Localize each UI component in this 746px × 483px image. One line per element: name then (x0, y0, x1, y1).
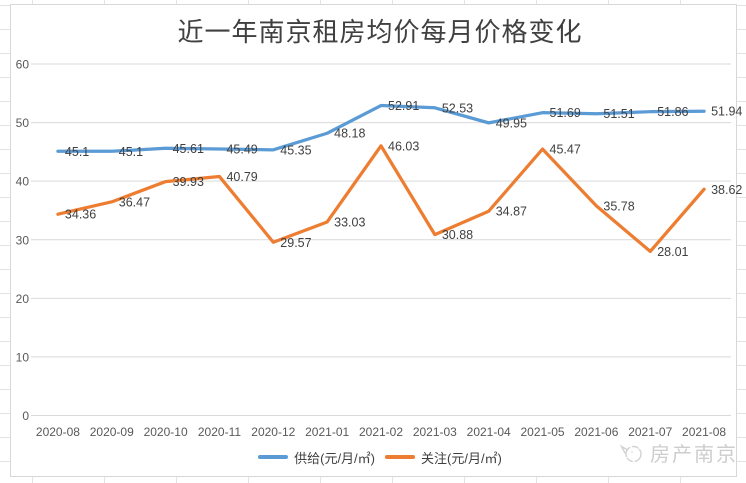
data-label: 29.57 (280, 236, 311, 250)
data-label: 51.86 (657, 105, 688, 119)
series-line-1 (56, 144, 706, 254)
x-axis-tick: 2021-03 (413, 425, 457, 439)
data-label: 34.36 (65, 208, 96, 222)
series-line-0 (56, 103, 706, 153)
data-label: 46.03 (388, 139, 419, 153)
data-label: 52.53 (442, 101, 473, 115)
data-label: 30.88 (442, 228, 473, 242)
x-axis-tick: 2020-12 (251, 425, 295, 439)
x-axis-tick: 2021-01 (305, 425, 349, 439)
x-axis-tick: 2021-06 (574, 425, 618, 439)
data-label: 45.61 (173, 142, 204, 156)
data-label: 52.91 (388, 99, 419, 113)
chart-legend: 供给(元/月/㎡) 关注(元/月/㎡) (30, 446, 730, 468)
data-label: 49.95 (496, 116, 527, 130)
x-axis-tick: 2021-04 (467, 425, 511, 439)
data-label: 38.62 (711, 183, 742, 197)
y-axis-tick-50: 50 (16, 116, 30, 130)
data-label: 39.93 (173, 175, 204, 189)
watermark-label: 房产南京 (650, 444, 738, 466)
y-axis-tick-40: 40 (16, 175, 30, 189)
data-label: 51.69 (550, 106, 581, 120)
sketch-mascot-icon (619, 444, 642, 462)
chart-object[interactable] (10, 4, 737, 477)
data-label: 40.79 (226, 170, 257, 184)
y-axis-tick-30: 30 (16, 233, 30, 247)
data-label: 45.35 (280, 143, 311, 157)
x-axis-tick: 2020-09 (90, 425, 134, 439)
data-label: 48.18 (334, 127, 365, 141)
data-label: 33.03 (334, 215, 365, 229)
y-axis-tick-10: 10 (16, 350, 30, 364)
data-label: 51.51 (603, 107, 634, 121)
x-axis-tick: 2020-10 (144, 425, 188, 439)
legend-item-supply[interactable]: 供给(元/月/㎡) (258, 448, 375, 467)
data-label: 35.78 (603, 199, 634, 213)
x-axis-tick: 2020-08 (36, 425, 80, 439)
legend-item-attention[interactable]: 关注(元/月/㎡) (385, 448, 502, 467)
watermark: 房产南京 (619, 438, 738, 467)
data-label: 51.94 (711, 105, 742, 119)
x-axis-tick: 2021-05 (521, 425, 565, 439)
data-label: 45.49 (226, 143, 257, 157)
x-axis-tick: 2021-08 (682, 425, 726, 439)
data-label: 45.47 (550, 143, 581, 157)
chart-title: 近一年南京租房均价每月价格变化 (177, 17, 583, 47)
x-axis-tick: 2021-07 (628, 425, 672, 439)
y-axis-tick-60: 60 (16, 58, 30, 72)
data-label: 45.1 (119, 145, 143, 159)
attention-line-swatch (385, 455, 415, 459)
data-label: 36.47 (119, 195, 150, 209)
y-axis-tick-0: 0 (22, 409, 29, 423)
legend-label-attention: 关注(元/月/㎡) (421, 450, 502, 466)
legend-label-supply: 供给(元/月/㎡) (294, 450, 375, 466)
data-label: 28.01 (657, 245, 688, 259)
data-label: 45.1 (65, 145, 89, 159)
y-axis-tick-20: 20 (16, 292, 30, 306)
data-label: 34.87 (496, 205, 527, 219)
x-axis-tick: 2021-02 (359, 425, 403, 439)
x-axis-tick: 2020-11 (198, 425, 241, 439)
supply-line-swatch (258, 455, 289, 459)
